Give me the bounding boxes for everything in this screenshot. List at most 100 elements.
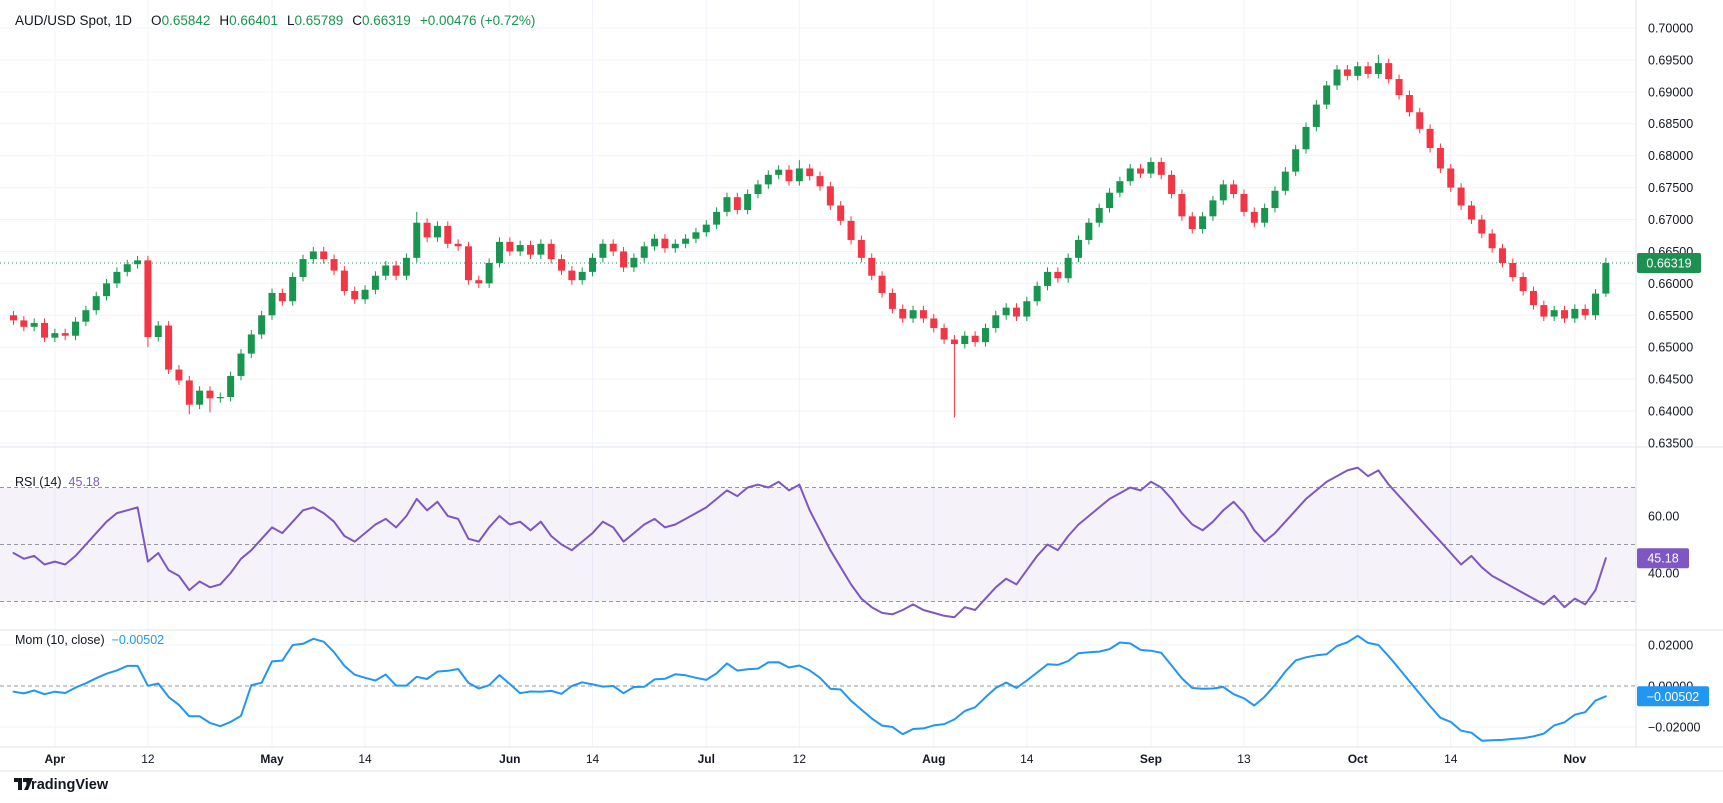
candle-body[interactable]: [464, 246, 472, 281]
candle-body[interactable]: [423, 222, 431, 238]
candle-body[interactable]: [1271, 190, 1279, 209]
candle-body[interactable]: [630, 257, 638, 268]
candle-body[interactable]: [1075, 239, 1083, 258]
time-axis-surface[interactable]: [0, 747, 1636, 771]
candle-body[interactable]: [878, 275, 886, 293]
candle-body[interactable]: [1467, 205, 1475, 220]
candle-body[interactable]: [1323, 85, 1331, 105]
candle-body[interactable]: [485, 262, 493, 284]
candle-body[interactable]: [1095, 208, 1103, 223]
candle-body[interactable]: [1230, 184, 1238, 194]
candle-body[interactable]: [1405, 95, 1413, 113]
candle-body[interactable]: [382, 265, 390, 276]
rsi-pane-surface[interactable]: [0, 447, 1636, 630]
candle-body[interactable]: [754, 184, 762, 194]
candle-body[interactable]: [30, 322, 38, 327]
candle-body[interactable]: [299, 259, 307, 277]
candle-body[interactable]: [41, 322, 49, 338]
candle-body[interactable]: [1250, 211, 1258, 223]
candle-body[interactable]: [950, 339, 958, 345]
candle-body[interactable]: [103, 283, 111, 297]
candle-body[interactable]: [61, 333, 69, 336]
candle-body[interactable]: [1581, 308, 1589, 316]
candle-body[interactable]: [1488, 233, 1496, 249]
candle-body[interactable]: [247, 334, 255, 354]
candle-body[interactable]: [1374, 63, 1382, 74]
candle-body[interactable]: [10, 315, 17, 321]
candle-body[interactable]: [1592, 293, 1600, 316]
candle-body[interactable]: [402, 257, 410, 276]
candle-body[interactable]: [495, 241, 503, 263]
candle-body[interactable]: [1602, 263, 1610, 294]
candle-body[interactable]: [682, 238, 690, 244]
candle-body[interactable]: [971, 335, 979, 343]
candle-body[interactable]: [816, 176, 824, 187]
candle-body[interactable]: [826, 186, 834, 206]
candle-body[interactable]: [847, 220, 855, 240]
candle-body[interactable]: [1044, 271, 1051, 286]
candle-body[interactable]: [1540, 305, 1548, 317]
candle-body[interactable]: [361, 289, 369, 300]
candle-body[interactable]: [1364, 66, 1372, 74]
candle-body[interactable]: [744, 193, 752, 210]
candle-body[interactable]: [795, 168, 803, 182]
candle-body[interactable]: [785, 169, 793, 182]
candle-body[interactable]: [216, 397, 224, 399]
candle-body[interactable]: [392, 265, 400, 276]
candle-body[interactable]: [1002, 307, 1010, 316]
candle-body[interactable]: [1054, 271, 1062, 279]
candle-body[interactable]: [1292, 149, 1300, 172]
candlestick-series[interactable]: [10, 54, 1610, 418]
candle-body[interactable]: [692, 232, 700, 239]
candle-body[interactable]: [1126, 168, 1134, 182]
candle-body[interactable]: [185, 380, 193, 405]
candle-body[interactable]: [175, 369, 183, 381]
candle-body[interactable]: [1385, 63, 1393, 80]
candle-body[interactable]: [547, 243, 555, 260]
candle-body[interactable]: [237, 353, 245, 376]
candle-body[interactable]: [899, 308, 907, 319]
candle-body[interactable]: [1519, 276, 1527, 292]
candle-body[interactable]: [340, 270, 348, 292]
candle-body[interactable]: [713, 211, 721, 225]
candle-body[interactable]: [702, 224, 710, 233]
candle-body[interactable]: [413, 222, 421, 258]
candle-body[interactable]: [1343, 69, 1351, 76]
candle-body[interactable]: [558, 259, 566, 271]
candle-body[interactable]: [888, 292, 896, 309]
candle-body[interactable]: [433, 225, 441, 238]
candle-body[interactable]: [733, 197, 741, 210]
candle-body[interactable]: [454, 243, 462, 247]
candle-body[interactable]: [1106, 192, 1114, 209]
candle-body[interactable]: [568, 270, 576, 281]
candle-body[interactable]: [1395, 79, 1403, 96]
candle-body[interactable]: [1498, 248, 1506, 263]
candle-body[interactable]: [775, 169, 783, 175]
candle-body[interactable]: [371, 275, 379, 290]
candle-body[interactable]: [1561, 310, 1568, 319]
candle-body[interactable]: [868, 257, 876, 276]
candle-body[interactable]: [661, 238, 669, 249]
candle-body[interactable]: [51, 333, 59, 338]
candle-body[interactable]: [857, 239, 865, 258]
candle-body[interactable]: [278, 292, 286, 302]
candle-body[interactable]: [723, 197, 731, 212]
candle-body[interactable]: [599, 243, 607, 258]
candle-body[interactable]: [578, 271, 586, 281]
candle-body[interactable]: [1436, 148, 1444, 169]
candle-body[interactable]: [1012, 307, 1020, 317]
candle-body[interactable]: [123, 264, 131, 272]
candle-body[interactable]: [537, 243, 545, 255]
candle-body[interactable]: [144, 260, 152, 338]
candle-body[interactable]: [671, 243, 679, 249]
candle-body[interactable]: [1354, 66, 1362, 76]
candle-body[interactable]: [1550, 310, 1558, 317]
candle-body[interactable]: [72, 321, 80, 336]
candle-body[interactable]: [154, 325, 162, 338]
candle-body[interactable]: [268, 292, 276, 316]
candle-body[interactable]: [1529, 291, 1537, 306]
candle-body[interactable]: [527, 245, 534, 255]
candle-body[interactable]: [1116, 181, 1124, 193]
candle-body[interactable]: [1571, 308, 1579, 319]
candle-body[interactable]: [806, 168, 814, 177]
